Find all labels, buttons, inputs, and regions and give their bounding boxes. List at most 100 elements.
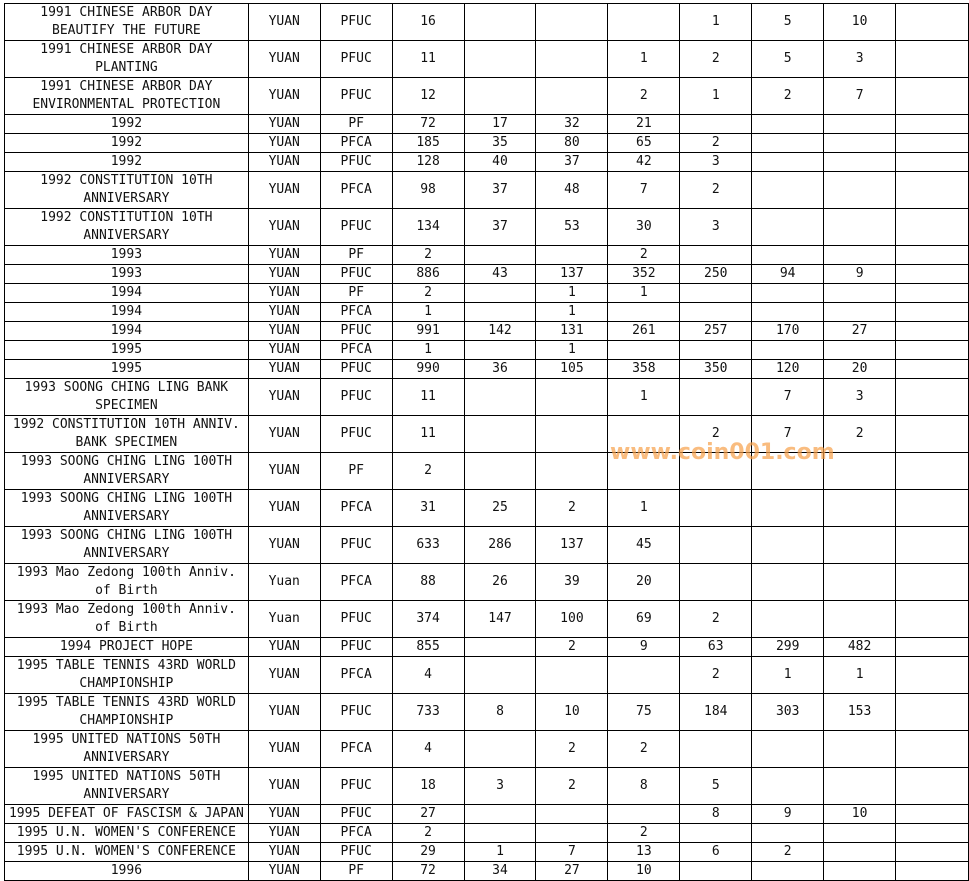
cell-col-1[interactable]: 25 — [463, 489, 537, 527]
cell-name[interactable]: 1995 UNITED NATIONS 50TH ANNIVERSARY — [4, 730, 249, 768]
cell-col-7[interactable] — [895, 767, 969, 805]
cell-type[interactable]: PFUC — [319, 415, 393, 453]
cell-col-3[interactable]: 65 — [607, 133, 681, 153]
cell-col-6[interactable] — [823, 302, 897, 322]
cell-col-7[interactable] — [895, 208, 969, 246]
cell-name[interactable]: 1992 — [4, 152, 249, 172]
cell-col-7[interactable] — [895, 264, 969, 284]
cell-total[interactable]: 11 — [391, 378, 465, 416]
cell-type[interactable]: PFCA — [319, 171, 393, 209]
cell-col-2[interactable]: 39 — [535, 563, 609, 601]
cell-col-5[interactable]: 2 — [751, 842, 825, 862]
cell-unit[interactable]: YUAN — [247, 823, 321, 843]
cell-col-1[interactable]: 36 — [463, 359, 537, 379]
cell-type[interactable]: PFUC — [319, 637, 393, 657]
cell-col-4[interactable] — [679, 378, 753, 416]
cell-col-3[interactable]: 9 — [607, 637, 681, 657]
cell-unit[interactable]: YUAN — [247, 489, 321, 527]
cell-col-1[interactable] — [463, 302, 537, 322]
cell-col-3[interactable]: 75 — [607, 693, 681, 731]
cell-unit[interactable]: YUAN — [247, 321, 321, 341]
cell-unit[interactable]: Yuan — [247, 600, 321, 638]
cell-unit[interactable]: YUAN — [247, 359, 321, 379]
cell-col-1[interactable] — [463, 415, 537, 453]
cell-col-1[interactable] — [463, 730, 537, 768]
cell-col-1[interactable] — [463, 823, 537, 843]
cell-col-7[interactable] — [895, 283, 969, 303]
cell-name[interactable]: 1994 — [4, 321, 249, 341]
cell-col-2[interactable]: 10 — [535, 693, 609, 731]
cell-col-4[interactable] — [679, 526, 753, 564]
cell-col-5[interactable] — [751, 861, 825, 881]
cell-col-7[interactable] — [895, 861, 969, 881]
cell-unit[interactable]: YUAN — [247, 283, 321, 303]
cell-col-3[interactable]: 352 — [607, 264, 681, 284]
cell-col-3[interactable] — [607, 3, 681, 41]
cell-col-5[interactable] — [751, 133, 825, 153]
cell-type[interactable]: PFUC — [319, 767, 393, 805]
cell-col-4[interactable]: 2 — [679, 171, 753, 209]
cell-col-2[interactable]: 2 — [535, 637, 609, 657]
cell-col-7[interactable] — [895, 245, 969, 265]
cell-col-4[interactable]: 2 — [679, 40, 753, 78]
cell-col-2[interactable]: 131 — [535, 321, 609, 341]
cell-col-1[interactable] — [463, 637, 537, 657]
cell-total[interactable]: 12 — [391, 77, 465, 115]
cell-col-7[interactable] — [895, 133, 969, 153]
cell-unit[interactable]: Yuan — [247, 563, 321, 601]
cell-col-5[interactable] — [751, 767, 825, 805]
cell-col-6[interactable] — [823, 133, 897, 153]
cell-col-1[interactable] — [463, 77, 537, 115]
cell-col-3[interactable]: 1 — [607, 40, 681, 78]
cell-unit[interactable]: YUAN — [247, 656, 321, 694]
cell-col-3[interactable] — [607, 302, 681, 322]
cell-unit[interactable]: YUAN — [247, 767, 321, 805]
cell-col-5[interactable] — [751, 526, 825, 564]
cell-col-4[interactable]: 1 — [679, 77, 753, 115]
cell-name[interactable]: 1995 UNITED NATIONS 50TH ANNIVERSARY — [4, 767, 249, 805]
cell-col-6[interactable] — [823, 842, 897, 862]
cell-col-2[interactable] — [535, 656, 609, 694]
cell-col-6[interactable] — [823, 526, 897, 564]
cell-col-2[interactable]: 48 — [535, 171, 609, 209]
cell-col-5[interactable]: 1 — [751, 656, 825, 694]
cell-col-5[interactable]: 2 — [751, 77, 825, 115]
cell-name[interactable]: 1993 — [4, 264, 249, 284]
cell-col-2[interactable]: 80 — [535, 133, 609, 153]
cell-col-5[interactable]: 9 — [751, 804, 825, 824]
cell-total[interactable]: 1 — [391, 340, 465, 360]
cell-col-2[interactable]: 1 — [535, 302, 609, 322]
cell-name[interactable]: 1995 U.N. WOMEN'S CONFERENCE — [4, 842, 249, 862]
cell-col-4[interactable]: 6 — [679, 842, 753, 862]
cell-unit[interactable]: YUAN — [247, 730, 321, 768]
cell-name[interactable]: 1994 — [4, 302, 249, 322]
cell-name[interactable]: 1994 PROJECT HOPE — [4, 637, 249, 657]
cell-col-6[interactable] — [823, 283, 897, 303]
cell-unit[interactable]: YUAN — [247, 114, 321, 134]
cell-type[interactable]: PFCA — [319, 563, 393, 601]
cell-col-7[interactable] — [895, 637, 969, 657]
cell-type[interactable]: PFUC — [319, 264, 393, 284]
cell-col-7[interactable] — [895, 378, 969, 416]
cell-col-7[interactable] — [895, 804, 969, 824]
cell-col-6[interactable] — [823, 730, 897, 768]
cell-unit[interactable]: YUAN — [247, 842, 321, 862]
cell-total[interactable]: 633 — [391, 526, 465, 564]
cell-col-3[interactable]: 2 — [607, 245, 681, 265]
cell-col-5[interactable] — [751, 208, 825, 246]
cell-type[interactable]: PFUC — [319, 3, 393, 41]
cell-type[interactable]: PFUC — [319, 842, 393, 862]
cell-col-2[interactable]: 53 — [535, 208, 609, 246]
cell-col-6[interactable]: 153 — [823, 693, 897, 731]
cell-col-4[interactable]: 3 — [679, 208, 753, 246]
cell-col-3[interactable]: 2 — [607, 823, 681, 843]
cell-col-2[interactable] — [535, 804, 609, 824]
cell-col-2[interactable]: 137 — [535, 526, 609, 564]
cell-name[interactable]: 1995 TABLE TENNIS 43RD WORLD CHAMPIONSHIP — [4, 656, 249, 694]
cell-unit[interactable]: YUAN — [247, 133, 321, 153]
cell-total[interactable]: 2 — [391, 823, 465, 843]
cell-col-5[interactable]: 94 — [751, 264, 825, 284]
cell-name[interactable]: 1992 CONSTITUTION 10TH ANNIVERSARY — [4, 208, 249, 246]
cell-col-3[interactable]: 8 — [607, 767, 681, 805]
cell-col-5[interactable] — [751, 152, 825, 172]
